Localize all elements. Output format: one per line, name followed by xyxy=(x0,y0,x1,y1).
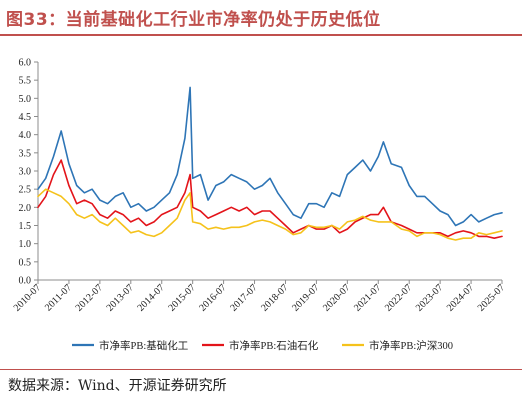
x-tick-label: 2011-07 xyxy=(43,282,74,313)
y-tick-label: 1.5 xyxy=(19,221,32,232)
x-tick-label: 2017-07 xyxy=(228,282,259,313)
y-tick-label: 2.5 xyxy=(19,185,32,196)
legend-label-2: 市净率PB:石油石化 xyxy=(229,339,319,352)
source-divider xyxy=(0,369,522,370)
x-tick-label: 2018-07 xyxy=(259,282,290,313)
y-tick-label: 3.0 xyxy=(19,167,32,178)
x-tick-label: 2023-07 xyxy=(414,282,445,313)
x-tick-label: 2013-07 xyxy=(105,282,136,313)
y-tick-label: 4.5 xyxy=(19,112,32,123)
series-line-3 xyxy=(37,188,503,241)
x-tick-label: 2020-07 xyxy=(321,282,352,313)
source-note: 数据来源：Wind、开源证券研究所 xyxy=(8,378,227,394)
x-tick-label: 2022-07 xyxy=(383,282,414,313)
y-tick-label: 6.0 xyxy=(19,58,32,69)
x-tick-label: 2019-07 xyxy=(290,282,321,313)
x-tick-label: 2010-07 xyxy=(12,282,43,313)
legend-label-1: 市净率PB:基础化工 xyxy=(99,339,188,352)
y-tick-label: 5.5 xyxy=(19,76,32,87)
title-underline xyxy=(0,34,522,36)
x-tick-label: 2015-07 xyxy=(166,282,197,313)
figure-title: 图33：当前基础化工行业市净率仍处于历史低位 xyxy=(6,10,381,30)
y-tick-label: 4.0 xyxy=(19,130,32,141)
y-tick-label: 0.0 xyxy=(19,276,32,287)
x-tick-label: 2014-07 xyxy=(135,282,166,313)
pb-line-chart: 0.0 0.5 1.0 1.5 2.0 2.5 3.0 3.5 4.0 4.5 5.0 5.5 6.0 2… xyxy=(12,58,507,353)
y-tick-label: 2.0 xyxy=(19,203,32,214)
y-tick-label: 3.5 xyxy=(19,148,32,159)
y-tick-label: 5.0 xyxy=(19,94,32,105)
x-tick-label: 2012-07 xyxy=(74,282,105,313)
x-tick-label: 2025-07 xyxy=(476,282,507,313)
x-tick-label: 2021-07 xyxy=(352,282,383,313)
y-tick-label: 1.0 xyxy=(19,239,32,250)
figure-header: 图33：当前基础化工行业市净率仍处于历史低位 xyxy=(0,0,522,40)
y-tick-label: 0.5 xyxy=(19,257,32,268)
series-line-1 xyxy=(37,86,503,227)
x-tick-label: 2016-07 xyxy=(197,282,228,313)
x-tick-label: 2024-07 xyxy=(445,282,476,313)
series-line-2 xyxy=(37,159,503,239)
legend-label-3: 市净率PB:沪深300 xyxy=(369,339,453,352)
